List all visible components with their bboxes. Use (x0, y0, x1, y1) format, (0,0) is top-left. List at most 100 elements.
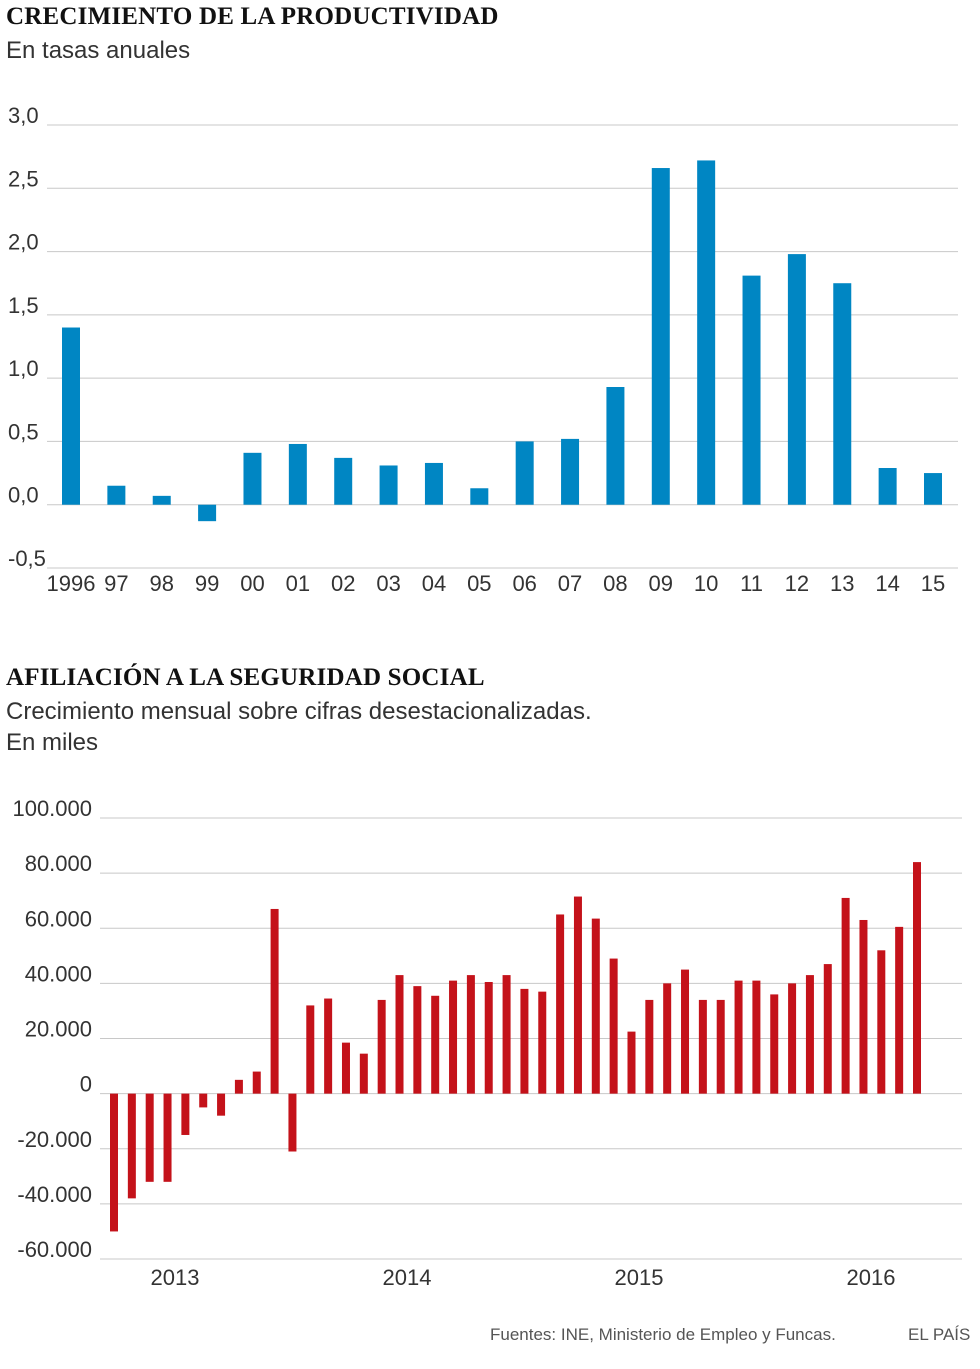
c1-ytick-label: 2,5 (8, 166, 39, 191)
c2-bar (270, 908, 279, 1094)
c1-ytick-label: 0,5 (8, 419, 39, 444)
c2-bar (913, 862, 921, 1094)
c1-xtick-label: 07 (558, 571, 582, 596)
c1-bar (651, 168, 670, 505)
source-note: Fuentes: INE, Ministerio de Empleo y Fun… (490, 1325, 836, 1344)
c1-xtick-label: 06 (512, 571, 536, 596)
c2-ytick-label: 100.000 (12, 796, 92, 821)
c2-bar (217, 1093, 226, 1116)
c1-bar (561, 438, 580, 505)
c2-bar (734, 980, 743, 1094)
c2-bar (502, 975, 511, 1094)
c2-bar (288, 1093, 297, 1152)
chart1-title: CRECIMIENTO DE LA PRODUCTIVIDAD (6, 3, 499, 30)
c2-bar (788, 983, 797, 1094)
c2-ytick-label: -40.000 (17, 1182, 92, 1207)
c1-xtick-label: 00 (240, 571, 264, 596)
c2-bar (234, 1079, 243, 1094)
c2-xtick-label: 2016 (847, 1265, 896, 1290)
c1-bar (878, 468, 897, 505)
c2-ytick-label: 0 (80, 1072, 92, 1097)
c2-ytick-label: 80.000 (25, 851, 92, 876)
c1-bar (787, 254, 806, 505)
c1-xtick-label: 01 (286, 571, 310, 596)
c1-xtick-label: 08 (603, 571, 627, 596)
c1-xtick-label: 99 (195, 571, 219, 596)
c1-bar (470, 488, 489, 505)
c2-bar (663, 983, 672, 1094)
c2-bar (110, 1093, 118, 1232)
c2-bar (681, 969, 690, 1094)
c2-bar (556, 914, 565, 1094)
c1-xtick-label: 05 (467, 571, 491, 596)
c1-xtick-label: 97 (104, 571, 128, 596)
c1-ytick-label: 1,5 (8, 293, 39, 318)
c1-xtick-label: 15 (921, 571, 945, 596)
c2-bar (573, 896, 582, 1094)
c1-ytick-label: 2,0 (8, 230, 39, 255)
c2-bar (698, 999, 707, 1094)
c2-ytick-label: 20.000 (25, 1017, 92, 1042)
c2-bar (895, 926, 904, 1094)
c1-xtick-label: 11 (740, 571, 763, 596)
c2-bar (163, 1093, 172, 1182)
c2-bar (841, 897, 850, 1094)
c2-ytick-label: -20.000 (17, 1127, 92, 1152)
c1-ytick-label: 0,0 (8, 483, 39, 508)
c1-bar (606, 387, 625, 505)
c2-bar (538, 991, 547, 1094)
c2-xtick-label: 2013 (151, 1265, 200, 1290)
c2-bar (449, 980, 458, 1094)
c2-bar (377, 999, 386, 1094)
c2-bar (859, 919, 868, 1094)
c2-bar (145, 1093, 154, 1182)
c2-bar (466, 975, 475, 1094)
c1-xtick-label: 10 (694, 571, 718, 596)
c2-bar (877, 950, 886, 1094)
c2-bar (431, 995, 440, 1094)
c1-bar (924, 473, 942, 505)
c1-bar (62, 327, 80, 505)
c2-bar (413, 986, 422, 1094)
c2-bar (805, 975, 814, 1094)
c1-xtick-label: 09 (649, 571, 673, 596)
c1-xtick-label: 02 (331, 571, 355, 596)
c2-bar (770, 994, 779, 1094)
c2-bar (645, 999, 654, 1094)
c2-xtick-label: 2014 (383, 1265, 432, 1290)
c2-bar (823, 964, 832, 1094)
affiliation-chart: 100.000 80.000 60.000 40.000 20.000 0 -20.000 -… (12, 796, 962, 1290)
c2-bar (520, 988, 529, 1094)
c2-bar (484, 981, 493, 1094)
c2-bar (591, 918, 600, 1094)
c1-bar (152, 495, 171, 505)
c1-bar (243, 452, 262, 505)
c2-bar (359, 1053, 368, 1094)
c1-xtick-label: 04 (422, 571, 446, 596)
chart2-subtitle: Crecimiento mensual sobre cifras desesta… (6, 696, 592, 758)
chart2-title: AFILIACIÓN A LA SEGURIDAD SOCIAL (6, 664, 485, 691)
c1-ytick-label: -0,5 (8, 546, 46, 571)
c2-bar (306, 1005, 315, 1094)
c2-xtick-label: 2015 (615, 1265, 664, 1290)
c2-bar (181, 1093, 190, 1135)
c1-xtick-label: 12 (785, 571, 809, 596)
chart2-subtitle-line2: En miles (6, 729, 99, 756)
c2-ytick-label: 40.000 (25, 961, 92, 986)
c2-bar (324, 998, 333, 1094)
c1-xtick-label: 14 (875, 571, 899, 596)
c1-bar (379, 465, 398, 505)
c2-bar (199, 1093, 208, 1108)
c2-bar (627, 1031, 636, 1094)
c1-xtick-label: 98 (149, 571, 173, 596)
c1-xtick-label: 1996 (47, 571, 96, 596)
c1-bar (697, 160, 716, 505)
c2-bar (716, 999, 725, 1094)
c2-ytick-label: -60.000 (17, 1237, 92, 1262)
c1-ytick-label: 3,0 (8, 103, 39, 128)
c1-bar (742, 275, 761, 505)
c1-bar (334, 457, 353, 505)
c2-bar (395, 975, 404, 1094)
brand-label: EL PAÍS (908, 1325, 971, 1344)
